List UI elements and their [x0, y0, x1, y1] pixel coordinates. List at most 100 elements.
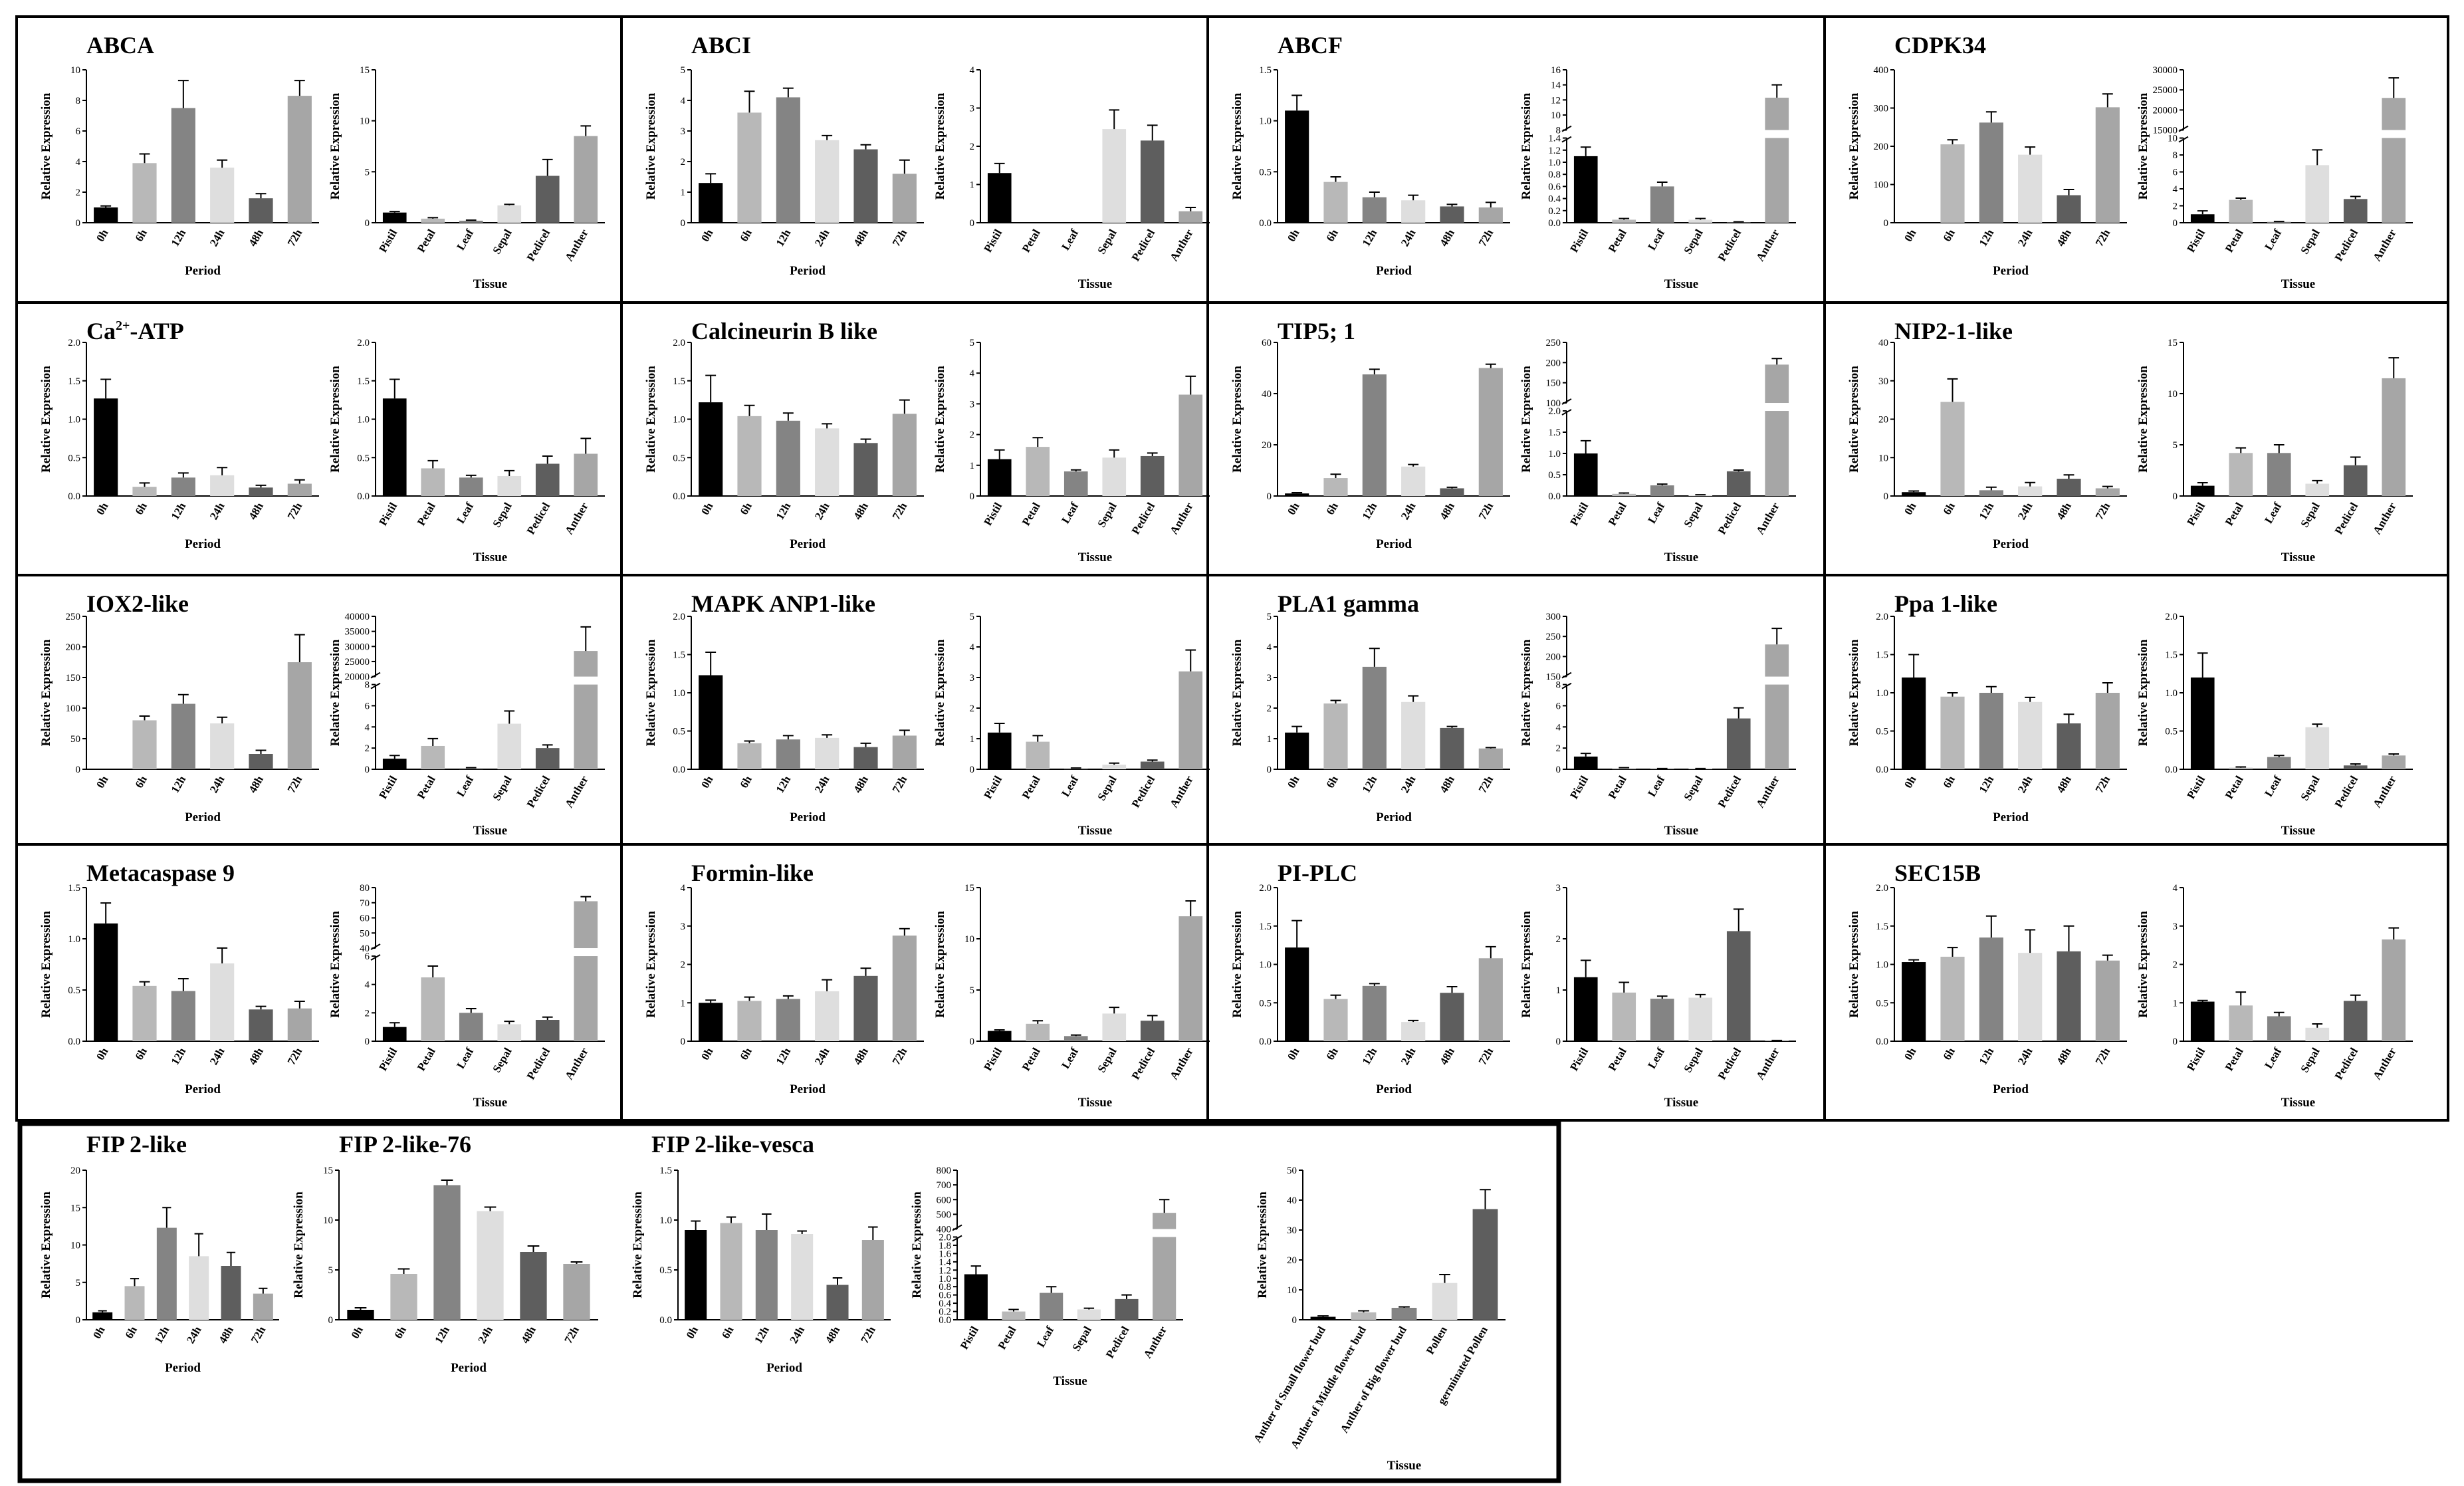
- x-tick-label: Petal: [415, 1045, 438, 1073]
- bar: [132, 985, 157, 1041]
- y-axis-title: Relative Expression: [39, 92, 53, 199]
- error-bar: [1032, 1020, 1044, 1024]
- bar: [1040, 1293, 1064, 1320]
- y-tick-label: 5: [2173, 440, 2178, 451]
- x-axis-title: Tissue: [2281, 824, 2315, 838]
- bar-chart: 0 1 2 3 4 5 Pistil Petal Leaf Sepal Pedicel Anther R…: [933, 338, 1210, 564]
- bar-chart: 0 10 20 30 40 0h 6h 12h 24h 48h 72h Relative Expres…: [1847, 338, 2127, 551]
- y-tick-label: 1.0: [939, 1274, 951, 1285]
- y-axis-title: Relative Expression: [328, 92, 342, 199]
- y-tick-label: 0.0: [1876, 765, 1888, 775]
- y-tick-label: 0.2: [1548, 206, 1561, 217]
- bar: [699, 402, 723, 496]
- y-axis-title: Relative Expression: [328, 366, 342, 473]
- y-axis-title: Relative Expression: [644, 366, 658, 473]
- bar-break-gap: [1764, 130, 1790, 138]
- x-tick-label: 0h: [684, 1324, 701, 1341]
- y-tick-label: 2: [970, 142, 975, 152]
- x-tick-label: 48h: [2054, 773, 2074, 795]
- error-bar: [822, 423, 833, 429]
- x-axis-title: Tissue: [2281, 551, 2315, 564]
- error-bar: [1291, 725, 1303, 733]
- bar: [574, 136, 598, 223]
- gene-panel: SEC15B 0.0 0.5 1.0 1.5 2.0 0h 6h 12h 24h 48h 72h Rel…: [1847, 860, 2413, 1110]
- bar: [433, 1185, 461, 1320]
- y-tick-label: 0.5: [1259, 998, 1272, 1009]
- bar: [1002, 1311, 1026, 1320]
- error-bar: [691, 1220, 701, 1230]
- bar: [2229, 1005, 2253, 1041]
- x-tick-label: Pistil: [2184, 1045, 2207, 1073]
- bar: [1362, 985, 1387, 1041]
- x-tick-label: 12h: [1360, 773, 1380, 795]
- error-bar: [139, 715, 150, 721]
- x-axis-title: Period: [1376, 264, 1412, 278]
- gene-panel: FIP 2-like-76 0 5 10 15 0h 6h 12h 24h 48h 72h Relat…: [292, 1131, 598, 1375]
- x-tick-label: 0h: [1902, 1045, 1919, 1062]
- error-bar: [177, 80, 189, 108]
- y-axis-title: Relative Expression: [2136, 366, 2150, 473]
- bar: [2305, 483, 2330, 496]
- y-tick-label: 2: [970, 430, 975, 441]
- y-tick-label: 600: [937, 1195, 952, 1205]
- error-bar: [705, 173, 717, 184]
- bar: [1440, 993, 1464, 1041]
- x-tick-label: 72h: [285, 500, 305, 522]
- bar: [459, 1013, 483, 1041]
- bar-chart: 0.0 0.5 1.0 1.5 0h 6h 12h 24h 48h 72h Relative Exp…: [39, 883, 319, 1096]
- bar: [382, 759, 407, 769]
- x-tick-label: 6h: [719, 1324, 736, 1341]
- bar: [2382, 98, 2406, 223]
- bar: [1102, 1013, 1127, 1041]
- bar: [2343, 465, 2368, 496]
- bar: [1940, 956, 1965, 1041]
- bar: [210, 168, 235, 223]
- error-bar: [860, 144, 871, 150]
- bar: [1765, 644, 1789, 769]
- x-tick-label: 48h: [518, 1324, 538, 1346]
- x-tick-label: 24h: [2015, 1045, 2035, 1067]
- bar-chart: 0.0 0.5 1.0 1.5 2.0 0h 6h 12h 24h 48h 72h Relative …: [1847, 883, 2127, 1096]
- y-tick-label: 2.0: [673, 612, 685, 622]
- x-tick-label: Pedicel: [2332, 500, 2361, 537]
- x-tick-label: 24h: [812, 1045, 832, 1067]
- y-tick-label: 1.0: [673, 688, 685, 699]
- bar: [2343, 765, 2368, 769]
- bar: [1064, 471, 1088, 496]
- x-tick-label: 0h: [1902, 227, 1919, 244]
- bar: [287, 96, 312, 223]
- bar: [987, 459, 1012, 496]
- error-bar: [2273, 221, 2285, 223]
- error-bar: [797, 1230, 807, 1234]
- bar: [210, 963, 235, 1041]
- x-axis-title: Tissue: [1664, 277, 1698, 291]
- bar: [421, 977, 445, 1041]
- bar: [1178, 211, 1203, 223]
- x-axis-title: Period: [790, 1082, 826, 1096]
- y-tick-label: 1.0: [68, 934, 80, 945]
- y-axis-title: Relative Expression: [39, 366, 53, 473]
- error-bar: [1147, 1015, 1158, 1021]
- y-tick-label: 40: [1262, 389, 1272, 400]
- error-bar: [1985, 486, 1997, 491]
- error-bar: [1032, 437, 1044, 447]
- error-bar: [2102, 93, 2113, 108]
- gene-panel: Ca2+-ATP 0.0 0.5 1.0 1.5 2.0 0h 6h 12h 24h 48h 72h R…: [39, 318, 605, 564]
- x-axis-title: Period: [451, 1361, 487, 1375]
- error-bar: [255, 749, 267, 754]
- x-tick-label: Pistil: [1567, 1045, 1591, 1073]
- bar: [853, 443, 878, 496]
- bar: [791, 1234, 814, 1320]
- x-tick-label: 48h: [851, 500, 871, 522]
- error-bar: [1580, 959, 1591, 977]
- y-tick-label: 12: [1551, 95, 1561, 106]
- y-tick-label: 800: [937, 1166, 952, 1176]
- bar: [1102, 765, 1127, 769]
- y-tick-label: 4: [681, 883, 686, 894]
- y-tick-label: 15: [323, 1166, 333, 1176]
- x-tick-label: 12h: [1977, 500, 1997, 522]
- x-tick-label: Anther: [2370, 773, 2399, 810]
- y-tick-label: 0: [970, 218, 975, 229]
- x-axis-title: Period: [1993, 537, 2029, 551]
- error-bar: [762, 1213, 772, 1230]
